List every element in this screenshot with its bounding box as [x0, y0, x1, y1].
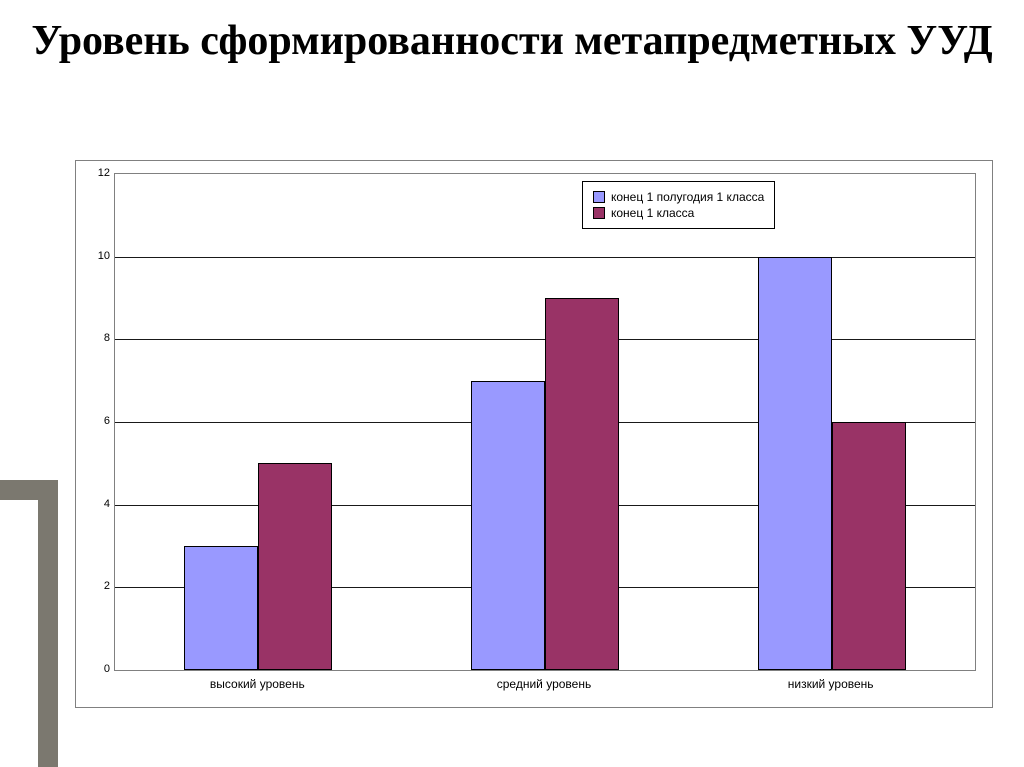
slide-title: Уровень сформированности метапредметных … — [0, 18, 1024, 65]
legend-item: конец 1 класса — [593, 206, 764, 220]
legend-swatch — [593, 191, 605, 203]
x-tick-label: высокий уровень — [114, 677, 401, 691]
y-tick-label: 6 — [80, 415, 110, 427]
bar — [832, 422, 906, 670]
bar — [758, 257, 832, 670]
legend: конец 1 полугодия 1 класса конец 1 класса — [582, 181, 775, 229]
y-tick-label: 8 — [80, 332, 110, 344]
x-tick-label: низкий уровень — [687, 677, 974, 691]
y-tick-label: 0 — [80, 663, 110, 675]
legend-item: конец 1 полугодия 1 класса — [593, 190, 764, 204]
legend-swatch — [593, 207, 605, 219]
x-tick-label: средний уровень — [401, 677, 688, 691]
legend-label: конец 1 полугодия 1 класса — [611, 190, 764, 204]
y-tick-label: 4 — [80, 498, 110, 510]
y-tick-label: 10 — [80, 250, 110, 262]
grid-line — [115, 257, 975, 258]
chart-container: высокий уровеньсредний уровеньнизкий уро… — [75, 160, 993, 708]
bar — [545, 298, 619, 670]
legend-label: конец 1 класса — [611, 206, 694, 220]
bar — [258, 463, 332, 670]
bar — [471, 381, 545, 670]
slide: Уровень сформированности метапредметных … — [0, 0, 1024, 767]
plot-area — [114, 173, 976, 671]
decoration-vertical-bar — [38, 480, 58, 767]
y-tick-label: 12 — [80, 167, 110, 179]
y-tick-label: 2 — [80, 580, 110, 592]
bar — [184, 546, 258, 670]
